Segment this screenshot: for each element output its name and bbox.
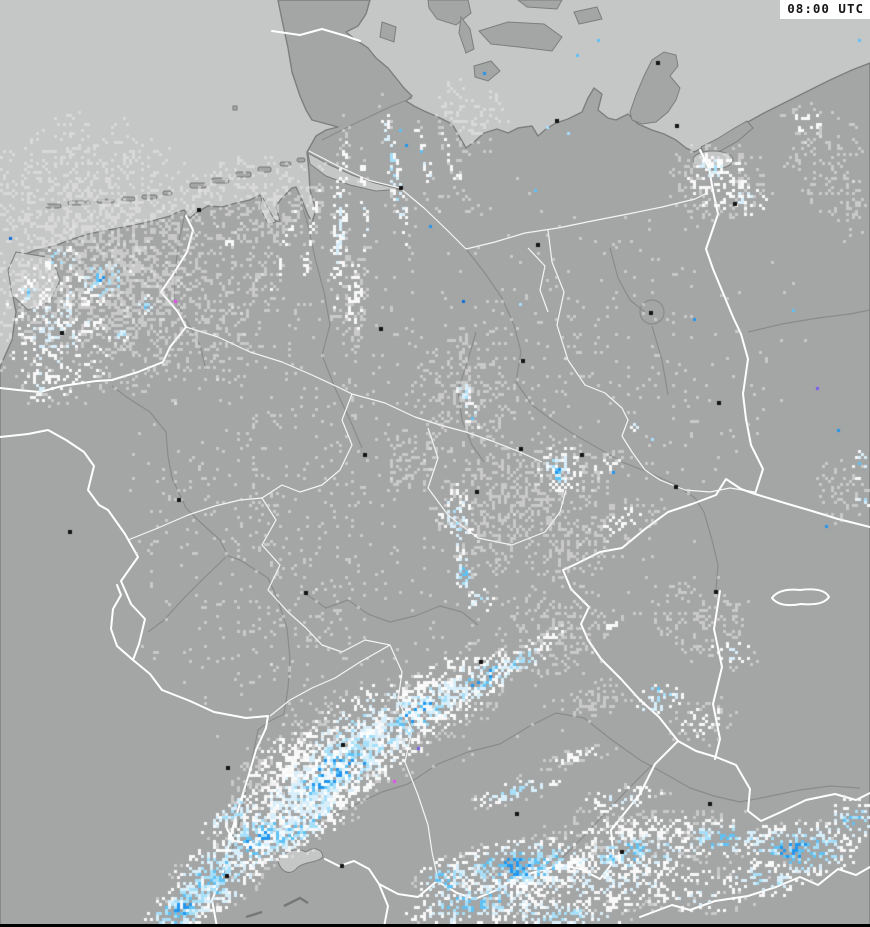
timestamp-text: 08:00 UTC	[787, 1, 864, 16]
bottom-frame-bar	[0, 924, 870, 927]
timestamp-badge: 08:00 UTC	[780, 0, 870, 19]
